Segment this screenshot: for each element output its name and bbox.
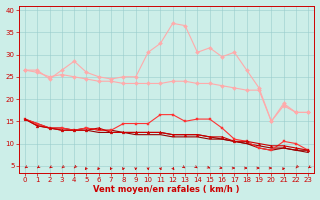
X-axis label: Vent moyen/en rafales ( km/h ): Vent moyen/en rafales ( km/h )	[93, 185, 240, 194]
